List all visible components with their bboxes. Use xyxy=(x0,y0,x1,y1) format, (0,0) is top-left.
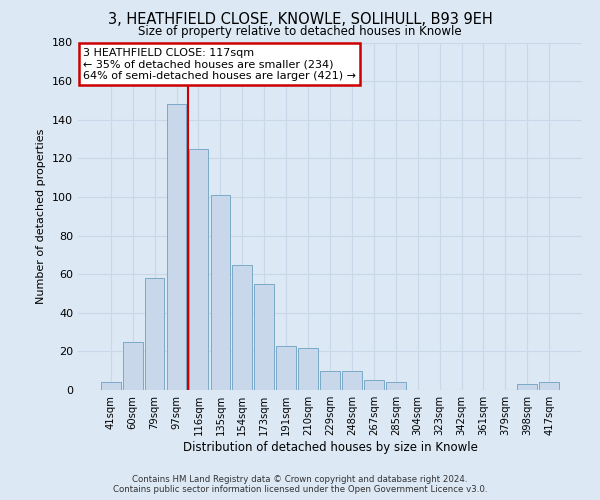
Bar xyxy=(254,284,274,390)
Text: Size of property relative to detached houses in Knowle: Size of property relative to detached ho… xyxy=(138,25,462,38)
Bar xyxy=(232,264,252,390)
Bar xyxy=(211,195,230,390)
Bar xyxy=(276,346,296,390)
Bar xyxy=(298,348,318,390)
Bar xyxy=(342,370,362,390)
Bar xyxy=(386,382,406,390)
Text: Contains HM Land Registry data © Crown copyright and database right 2024.
Contai: Contains HM Land Registry data © Crown c… xyxy=(113,474,487,494)
X-axis label: Distribution of detached houses by size in Knowle: Distribution of detached houses by size … xyxy=(182,441,478,454)
Bar xyxy=(101,382,121,390)
Bar xyxy=(364,380,384,390)
Text: 3 HEATHFIELD CLOSE: 117sqm
← 35% of detached houses are smaller (234)
64% of sem: 3 HEATHFIELD CLOSE: 117sqm ← 35% of deta… xyxy=(83,48,356,81)
Text: 3, HEATHFIELD CLOSE, KNOWLE, SOLIHULL, B93 9EH: 3, HEATHFIELD CLOSE, KNOWLE, SOLIHULL, B… xyxy=(107,12,493,28)
Bar xyxy=(145,278,164,390)
Bar xyxy=(188,148,208,390)
Bar xyxy=(123,342,143,390)
Y-axis label: Number of detached properties: Number of detached properties xyxy=(37,128,46,304)
Bar xyxy=(167,104,187,390)
Bar xyxy=(517,384,537,390)
Bar xyxy=(320,370,340,390)
Bar xyxy=(539,382,559,390)
